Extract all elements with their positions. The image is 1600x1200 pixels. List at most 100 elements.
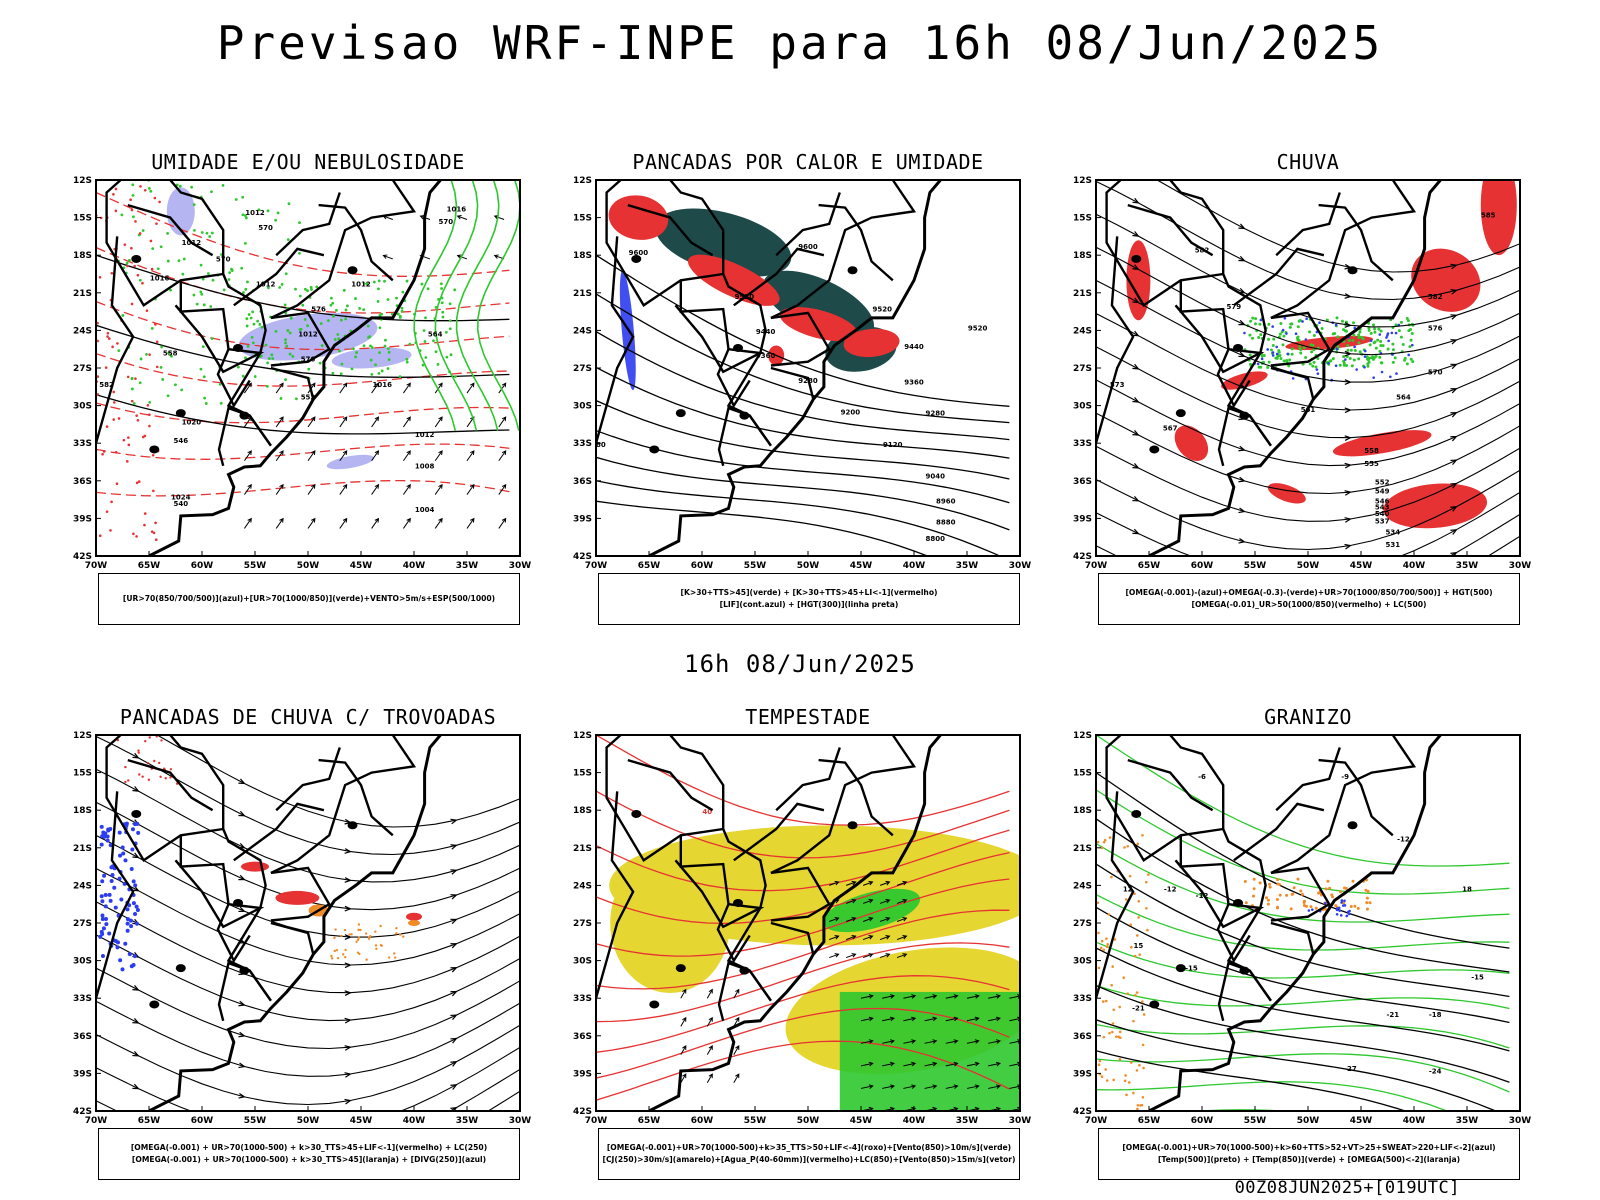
signal-dot [102, 450, 106, 453]
legend-line: [OMEGA(-0.001)-(azul)+OMEGA(-0.3)-(verde… [1125, 588, 1493, 597]
signal-dot [1379, 361, 1383, 365]
contour-label: 9280 [586, 441, 606, 449]
signal-dot [1290, 352, 1294, 356]
country-border [770, 311, 831, 367]
signal-dot [244, 356, 247, 360]
signal-dot [164, 777, 167, 780]
signal-dot [283, 303, 287, 307]
country-border [1217, 961, 1272, 1022]
lon-label: 50W [1297, 561, 1320, 571]
signal-dot [1349, 905, 1353, 909]
wind-vector [371, 382, 380, 394]
signal-dot [1124, 1074, 1127, 1077]
signal-dot [152, 489, 155, 493]
signal-dot [133, 264, 136, 268]
legend-line: [CJ(250)>30m/s](amarelo)+[Agua_P(40-60mm… [602, 1155, 1016, 1164]
signal-dot [266, 286, 270, 290]
signal-dot [175, 183, 179, 187]
legend-line: [LIF](cont.azul) + [HGT(300)](linha pret… [719, 600, 899, 609]
lon-label: 30W [1509, 1116, 1532, 1126]
signal-dot [1346, 348, 1350, 352]
signal-dot [1399, 335, 1403, 339]
signal-dot [378, 326, 382, 330]
signal-dot [169, 776, 172, 779]
streamline [96, 934, 520, 1022]
contour-line [596, 456, 1010, 531]
signal-dot [1367, 328, 1371, 332]
streamline-arrow [1238, 507, 1246, 514]
wind-vector [434, 483, 443, 495]
signal-dot [1138, 1063, 1141, 1067]
streamline-arrow [1450, 528, 1458, 535]
signal-dot [123, 858, 128, 863]
signal-dot [1409, 338, 1413, 342]
contour-line [1096, 984, 1510, 1010]
signal-dot [101, 926, 106, 931]
signal-dot [1336, 345, 1340, 349]
signal-dot [355, 351, 358, 354]
signal-dot [374, 930, 377, 933]
signal-dot [1101, 1000, 1105, 1003]
lat-label: 27S [73, 919, 92, 929]
contour-line [596, 1007, 1010, 1079]
lat-label: 27S [1073, 364, 1092, 374]
signal-dot [1257, 335, 1261, 339]
lake [1347, 821, 1358, 830]
signal-dot [1136, 1107, 1139, 1111]
signal-dot [1259, 333, 1263, 337]
lon-label: 30W [1509, 561, 1532, 571]
lon-label: 35W [956, 561, 979, 571]
signal-dot [1371, 357, 1375, 361]
signal-dot [130, 208, 134, 212]
contour-label: 9120 [883, 441, 903, 449]
signal-dot [440, 301, 444, 305]
signal-dot [166, 231, 169, 235]
contour-label: 570 [1428, 368, 1443, 376]
signal-dot [1373, 330, 1377, 334]
signal-dot [205, 231, 209, 235]
signal-dot [159, 245, 163, 249]
signal-dot [1271, 343, 1275, 347]
coastline [148, 180, 443, 556]
country-border [217, 406, 272, 467]
signal-dot [365, 958, 368, 961]
signal-dot [1260, 357, 1264, 361]
panel-title: UMIDADE E/OU NEBULOSIDADE [151, 150, 465, 174]
signal-dot [340, 934, 343, 938]
contour-line [96, 300, 510, 351]
contour-label: 1016 [447, 205, 467, 213]
wind-vector [339, 517, 348, 529]
contour-label: 576 [1428, 324, 1443, 332]
signal-dot [370, 372, 374, 376]
signal-dot [125, 921, 130, 926]
wind-vector [243, 382, 252, 394]
signal-dot [1397, 329, 1401, 333]
lat-label: 33S [1073, 994, 1092, 1004]
signal-dot [1144, 880, 1148, 884]
signal-dot [1357, 336, 1361, 340]
wind-vector [966, 1016, 980, 1022]
signal-dot [298, 328, 302, 331]
signal-dot [358, 307, 361, 310]
streamline [1155, 180, 1520, 273]
signal-dot [1141, 833, 1144, 837]
signal-dot [130, 246, 133, 250]
signal-dot [99, 929, 104, 934]
signal-dot [1286, 352, 1290, 356]
signal-dot [291, 355, 295, 358]
signal-dot [1277, 349, 1281, 353]
signal-dot [118, 958, 123, 963]
streamline [1096, 469, 1520, 551]
wind-vector [275, 382, 284, 394]
signal-dot [357, 923, 361, 926]
signal-dot [133, 911, 138, 916]
lat-label: 39S [73, 514, 92, 524]
signal-dot [1275, 352, 1279, 356]
streamline-arrow [1132, 264, 1140, 271]
signal-dot [453, 375, 457, 379]
signal-dot [1338, 890, 1342, 894]
shaded-area [241, 861, 269, 872]
contour-label: 1016 [150, 274, 170, 282]
signal-dot [1142, 1066, 1145, 1070]
country-border [1318, 758, 1394, 837]
